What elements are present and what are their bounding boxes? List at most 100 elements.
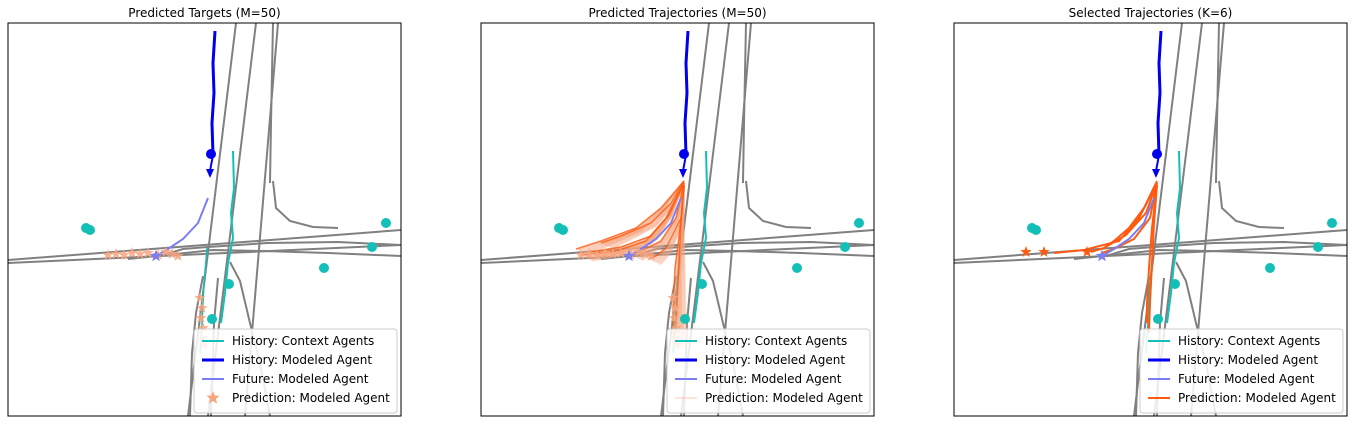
- context-agent: [697, 279, 707, 289]
- legend-label: Prediction: Modeled Agent: [232, 391, 390, 405]
- modeled-agent-position: [679, 149, 689, 159]
- ground-truth-endpoint: [622, 249, 636, 262]
- legend: History: Context Agents History: Modeled …: [1139, 328, 1344, 414]
- legend-label: History: Modeled Agent: [1178, 353, 1318, 367]
- prediction-trajectory: [583, 180, 685, 254]
- lane-line: [632, 240, 874, 257]
- legend-label: History: Modeled Agent: [705, 353, 845, 367]
- legend-box: [666, 328, 871, 414]
- legend-label: History: Context Agents: [232, 334, 374, 348]
- lane-line: [1105, 240, 1347, 257]
- predicted-target: [669, 302, 681, 313]
- modeled-agent-arrow: [679, 169, 687, 178]
- context-agent: [854, 218, 864, 228]
- plot-frame: [953, 22, 1348, 417]
- modeled-agent-future: [1101, 197, 1155, 257]
- context-agent: [207, 314, 217, 324]
- predicted-target: [134, 248, 146, 259]
- legend-label: History: Context Agents: [705, 334, 847, 348]
- modeled-agent-arrow: [206, 169, 214, 178]
- selected-target: [1020, 246, 1032, 257]
- predicted-target: [668, 312, 680, 323]
- lane-line: [1073, 248, 1347, 260]
- predicted-target: [172, 250, 184, 261]
- panel-trajectories: Predicted Trajectories (M=50) History: Co…: [480, 6, 875, 417]
- context-agent: [1265, 263, 1275, 273]
- prediction-trajectory: [575, 180, 685, 250]
- lane-line: [269, 23, 274, 184]
- lane-line: [272, 180, 339, 229]
- prediction-trajectory: [679, 184, 685, 336]
- context-agent: [558, 225, 568, 235]
- modeled-agent-position: [206, 149, 216, 159]
- predicted-target: [166, 248, 178, 259]
- plot-frame: [480, 22, 875, 417]
- context-agent-history: [1166, 150, 1182, 324]
- legend-label: History: Context Agents: [1178, 334, 1320, 348]
- predicted-target: [102, 249, 114, 260]
- predicted-target: [607, 248, 619, 259]
- prediction-trajectory: [656, 184, 685, 264]
- context-agent: [1153, 314, 1163, 324]
- predicted-target: [197, 322, 209, 333]
- context-agent: [319, 263, 329, 273]
- context-agent: [367, 242, 377, 252]
- selected-target: [1081, 246, 1093, 257]
- context-agent: [840, 242, 850, 252]
- prediction-trajectory: [605, 180, 685, 247]
- predicted-target: [195, 312, 207, 323]
- modeled-agent-history: [1156, 30, 1163, 156]
- modeled-agent-history: [683, 30, 690, 156]
- legend-box: [1139, 328, 1344, 414]
- lane-line: [1218, 180, 1285, 229]
- lane-line: [159, 240, 401, 257]
- legend-label: Future: Modeled Agent: [1178, 372, 1315, 386]
- legend: History: Context Agents History: Modeled …: [666, 328, 871, 414]
- predicted-target: [142, 247, 154, 258]
- selected-target: [1038, 246, 1050, 257]
- prediction-trajectory: [654, 184, 685, 263]
- prediction-trajectory: [586, 180, 685, 256]
- context-agent: [85, 225, 95, 235]
- prediction-trajectory: [585, 180, 685, 255]
- prediction-trajectory: [592, 182, 685, 262]
- legend-label: History: Modeled Agent: [232, 353, 372, 367]
- predicted-target: [599, 247, 611, 258]
- context-agent: [792, 263, 802, 273]
- predicted-target: [126, 247, 138, 258]
- plot-frame: [7, 22, 402, 417]
- prediction-trajectory: [679, 184, 685, 348]
- context-agent: [381, 218, 391, 228]
- lane-line: [8, 229, 401, 261]
- legend-label: Future: Modeled Agent: [705, 372, 842, 386]
- context-agent: [1327, 218, 1337, 228]
- predicted-target: [667, 292, 679, 303]
- predicted-target: [118, 249, 130, 260]
- predicted-target: [633, 246, 645, 257]
- predicted-target: [639, 248, 651, 259]
- modeled-agent-position: [1152, 149, 1162, 159]
- panel-targets: Predicted Targets (M=50) History: Context…: [7, 6, 402, 417]
- context-agent: [1170, 279, 1180, 289]
- panel-title: Predicted Targets (M=50): [128, 6, 280, 20]
- plot-area: [954, 23, 1347, 416]
- panel-title: Selected Trajectories (K=6): [1069, 6, 1233, 20]
- legend-box: [193, 328, 398, 414]
- selected-trajectory: [1103, 180, 1158, 249]
- modeled-agent-arrow: [1152, 169, 1160, 178]
- context-agent: [680, 314, 690, 324]
- ground-truth-endpoint: [1095, 249, 1109, 262]
- legend-label: Prediction: Modeled Agent: [1178, 391, 1336, 405]
- context-agent: [1031, 225, 1041, 235]
- legend-handle-prediction: [206, 391, 220, 404]
- prediction-trajectory: [679, 184, 686, 349]
- predicted-target: [194, 292, 206, 303]
- context-agent-history: [220, 150, 236, 324]
- prediction-trajectory: [658, 184, 685, 265]
- predicted-target: [583, 248, 595, 259]
- panel-title: Predicted Trajectories (M=50): [588, 6, 766, 20]
- prediction-trajectory: [582, 180, 685, 253]
- predicted-target: [645, 250, 657, 261]
- panel-selected: Selected Trajectories (K=6) History: Cont…: [953, 6, 1348, 417]
